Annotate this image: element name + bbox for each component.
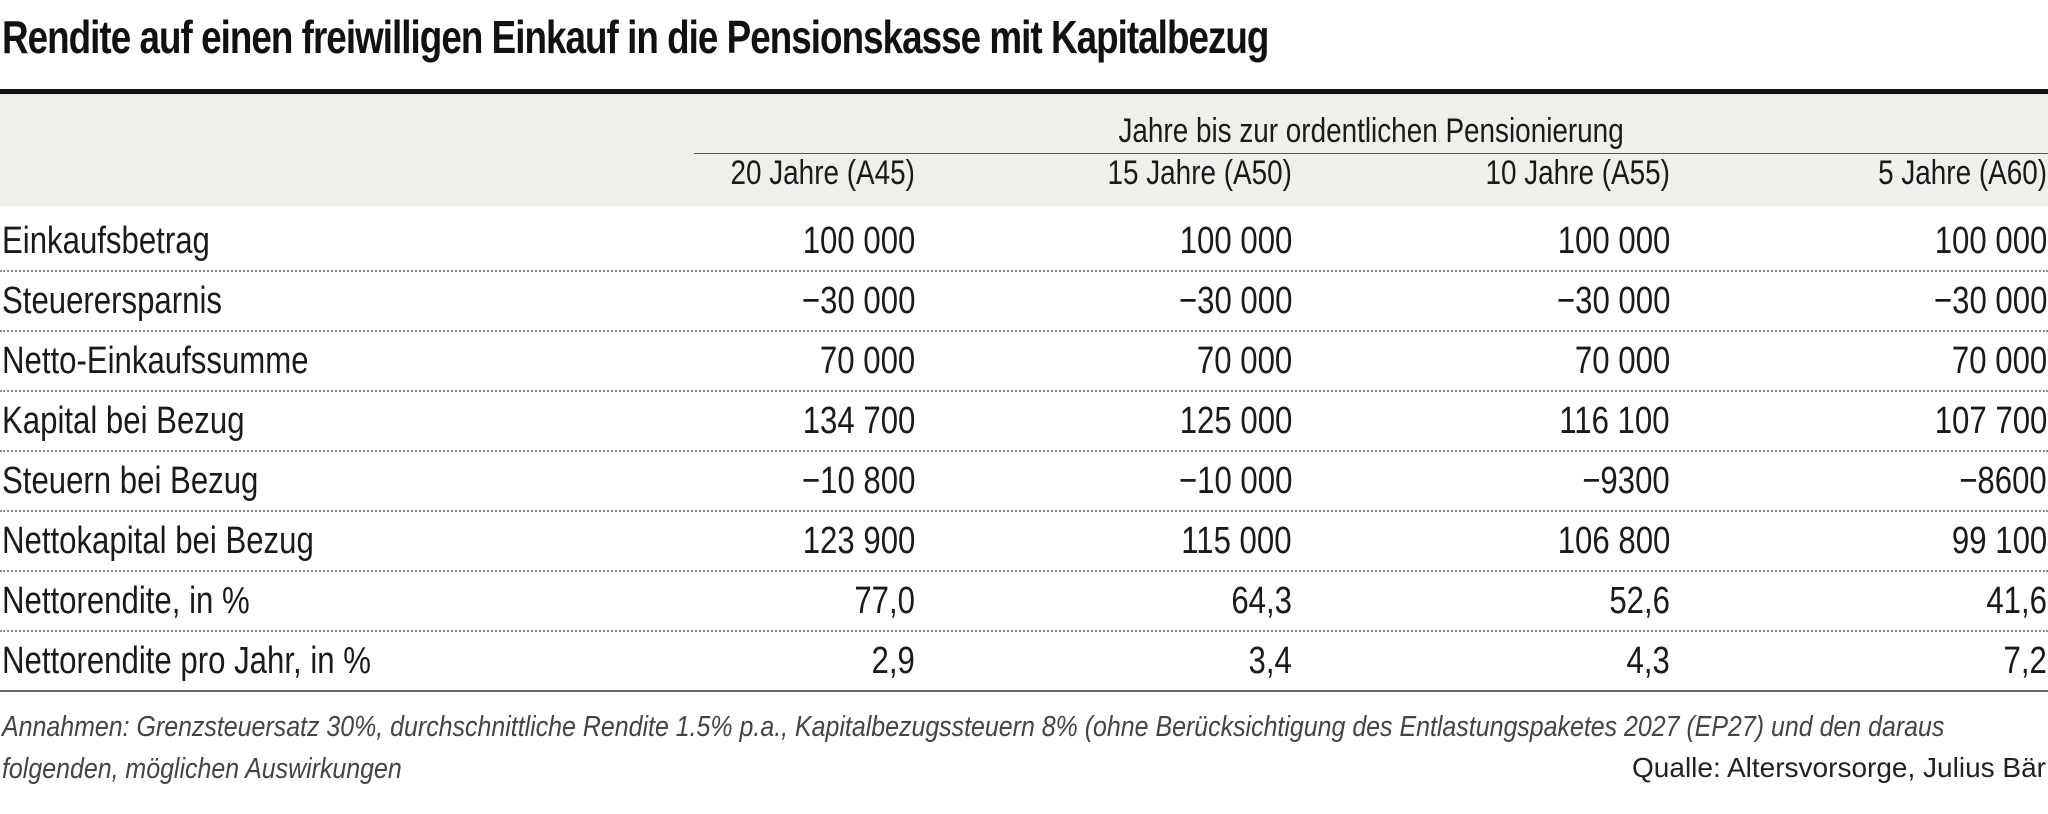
column-group-rule: [694, 153, 2048, 154]
row-divider: [0, 270, 2048, 272]
table-cell: 107 700: [1934, 400, 2047, 442]
table-row: Steuern bei Bezug −10 800 −10 000 −9300 …: [0, 452, 2048, 512]
table-cell: 77,0: [854, 580, 915, 622]
table-cell: 100 000: [1179, 220, 1292, 262]
table-cell: 100 000: [802, 220, 915, 262]
table-row: Netto-Einkaufssumme 70 000 70 000 70 000…: [0, 332, 2048, 392]
row-divider: [0, 390, 2048, 392]
row-label: Nettokapital bei Bezug: [2, 520, 314, 562]
column-header-10-jahre: 10 Jahre (A55): [1485, 154, 1670, 192]
table-cell: 125 000: [1179, 400, 1292, 442]
column-header-20-jahre: 20 Jahre (A45): [730, 154, 915, 192]
table-row: Nettorendite pro Jahr, in % 2,9 3,4 4,3 …: [0, 632, 2048, 692]
row-label: Kapital bei Bezug: [2, 400, 245, 442]
table-cell: −8600: [1959, 460, 2047, 502]
title-rule: [0, 89, 2048, 94]
table-cell: −10 000: [1178, 460, 1292, 502]
table-cell: 2,9: [871, 640, 915, 682]
table-cell: 100 000: [1934, 220, 2047, 262]
table-cell: 64,3: [1231, 580, 1292, 622]
row-label: Nettorendite pro Jahr, in %: [2, 640, 371, 682]
row-label: Einkaufsbetrag: [2, 220, 210, 262]
table-row: Nettokapital bei Bezug 123 900 115 000 1…: [0, 512, 2048, 572]
column-header-5-jahre: 5 Jahre (A60): [1878, 154, 2047, 192]
table-cell: −30 000: [1933, 280, 2047, 322]
table-cell: 116 100: [1559, 400, 1670, 442]
table-bottom-rule: [0, 690, 2048, 692]
table-cell: 52,6: [1609, 580, 1670, 622]
table-cell: 70 000: [1196, 340, 1292, 382]
row-divider: [0, 570, 2048, 572]
column-header-15-jahre: 15 Jahre (A50): [1107, 154, 1292, 192]
column-group-header-text: Jahre bis zur ordentlichen Pensionierung: [1118, 112, 1624, 150]
table-cell: −9300: [1582, 460, 1670, 502]
table-cell: 115 000: [1181, 520, 1292, 562]
row-label: Steuerersparnis: [2, 280, 222, 322]
table-cell: −10 800: [801, 460, 915, 502]
table-cell: −30 000: [1178, 280, 1292, 322]
table-cell: 100 000: [1557, 220, 1670, 262]
table-row: Steuerersparnis −30 000 −30 000 −30 000 …: [0, 272, 2048, 332]
table-header-band: [0, 94, 2048, 206]
table-cell: 3,4: [1248, 640, 1292, 682]
table-cell: 41,6: [1986, 580, 2047, 622]
table-cell: 4,3: [1626, 640, 1670, 682]
row-label: Steuern bei Bezug: [2, 460, 259, 502]
table-cell: 7,2: [2003, 640, 2047, 682]
page-title: Rendite auf einen freiwilligen Einkauf i…: [2, 11, 1269, 63]
table-cell: 134 700: [802, 400, 915, 442]
source-credit: Qualle: Altersvorsorge, Julius Bär: [1632, 752, 2046, 783]
row-divider: [0, 330, 2048, 332]
row-divider: [0, 450, 2048, 452]
table-row: Einkaufsbetrag 100 000 100 000 100 000 1…: [0, 212, 2048, 272]
row-divider: [0, 630, 2048, 632]
table-cell: 106 800: [1557, 520, 1670, 562]
table-cell: 99 100: [1951, 520, 2047, 562]
row-divider: [0, 510, 2048, 512]
row-label: Nettorendite, in %: [2, 580, 250, 622]
table-cell: 70 000: [819, 340, 915, 382]
table-cell: 70 000: [1951, 340, 2047, 382]
table-cell: 70 000: [1574, 340, 1670, 382]
table-cell: 123 900: [802, 520, 915, 562]
table-row: Kapital bei Bezug 134 700 125 000 116 10…: [0, 392, 2048, 452]
footnote: Annahmen: Grenzsteuersatz 30%, durchschn…: [2, 711, 1945, 785]
table-cell: −30 000: [1556, 280, 1670, 322]
column-group-header: Jahre bis zur ordentlichen Pensionierung: [694, 112, 2048, 151]
row-label: Netto-Einkaufssumme: [2, 340, 309, 382]
table-cell: −30 000: [801, 280, 915, 322]
table-row: Nettorendite, in % 77,0 64,3 52,6 41,6: [0, 572, 2048, 632]
